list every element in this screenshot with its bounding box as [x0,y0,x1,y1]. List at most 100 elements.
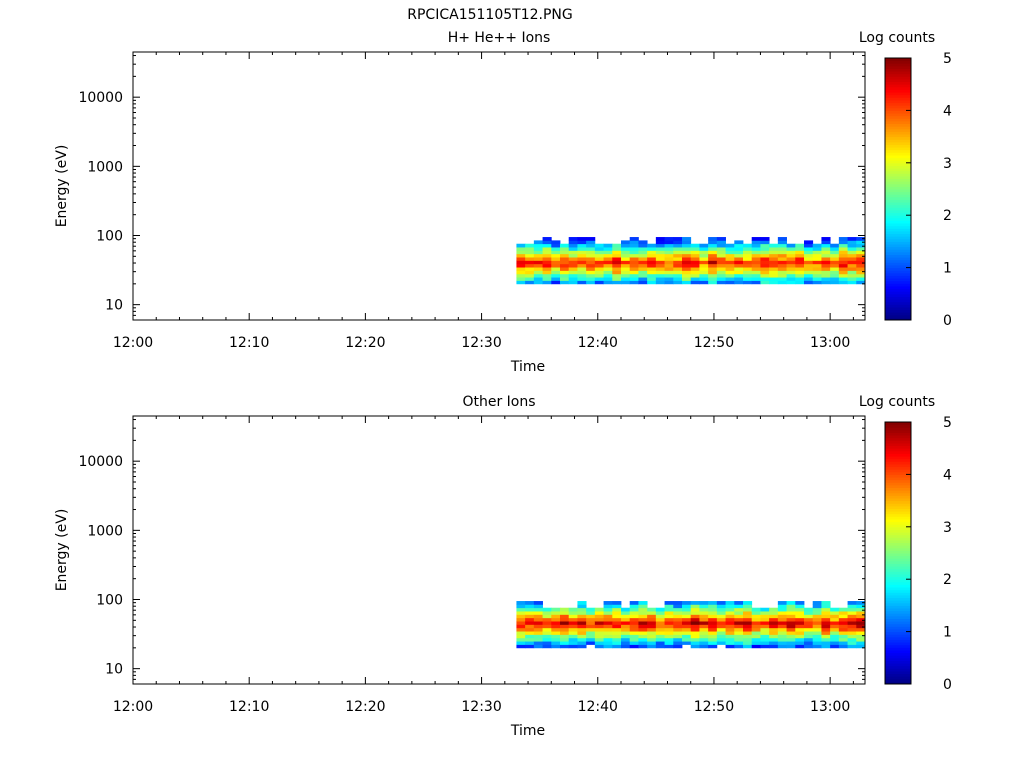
heatmap-cell [647,611,657,615]
heatmap-cell [838,240,848,245]
heatmap-cell [734,253,744,258]
heatmap-cell [699,243,709,248]
heatmap-cell [655,243,665,248]
heatmap-cell [804,267,814,271]
heatmap-cell [777,240,787,245]
heatmap-cell [743,253,753,258]
heatmap-cell [751,280,761,285]
heatmap-cell [830,270,840,275]
heatmap-cell [777,247,787,251]
heatmap-cell [804,270,814,275]
heatmap-cell [525,257,535,261]
heatmap-cell [516,270,526,275]
heatmap-cell [812,243,822,248]
heatmap-cell [647,270,657,275]
heatmap-cell [577,627,587,632]
heatmap-cell [856,260,866,265]
colorbar-swatch [885,152,911,156]
heatmap-cell [560,260,570,265]
colorbar-swatch [885,511,911,515]
heatmap-cell [699,601,709,605]
heatmap-cell [577,277,587,281]
heatmap-cell [542,277,552,281]
x-tick-label: 12:00 [113,335,153,351]
colorbar-swatch [885,542,911,546]
heatmap-cell [708,243,718,248]
heatmap-cell [760,250,770,255]
colorbar-swatch [885,157,911,161]
colorbar-swatch [885,73,911,77]
heatmap-cell [629,621,639,625]
heatmap-cell [786,611,796,615]
heatmap-cell [673,601,683,605]
colorbar-swatch [885,558,911,562]
heatmap-cell [673,267,683,271]
heatmap-cell [699,604,709,609]
heatmap-cell [786,280,796,285]
heatmap-cell [594,247,604,251]
heatmap-cell [830,253,840,258]
heatmap-cell [542,270,552,275]
heatmap-cell [821,624,831,629]
heatmap-cell [838,263,848,268]
colorbar-swatch [885,233,911,237]
colorbar-swatch [885,681,911,685]
heatmap-cell [568,644,578,649]
heatmap-cell [847,604,857,609]
heatmap-cell [603,601,613,605]
heatmap-cell [655,631,665,635]
heatmap-cell [533,253,543,258]
colorbar-swatch [885,102,911,106]
colorbar-swatch [885,587,911,591]
heatmap-cell [577,641,587,645]
colorbar-swatch [885,534,911,538]
heatmap-cell [525,263,535,268]
heatmap-cell [612,614,622,619]
heatmap-cell [830,624,840,629]
colorbar-swatch [885,657,911,661]
heatmap-cell [682,280,692,285]
colorbar-swatch [885,435,911,439]
heatmap-cell [812,280,822,285]
heatmap-cell [716,267,726,271]
heatmap-cell [629,270,639,275]
heatmap-cell [603,611,613,615]
y-tick-label: 1000 [87,159,123,175]
heatmap-cell [847,260,857,265]
heatmap-cell [804,644,814,649]
heatmap-cell [560,631,570,635]
heatmap-cell [821,257,831,261]
colorbar-swatch [885,312,911,316]
colorbar-swatch [885,453,911,457]
heatmap-cell [560,617,570,622]
heatmap-cell [769,634,779,639]
heatmap-cell [568,627,578,632]
heatmap-cell [629,257,639,261]
colorbar-swatch [885,639,911,643]
heatmap-cell [699,634,709,639]
heatmap-cell [629,273,639,278]
heatmap-cell [795,634,805,639]
heatmap-cell [777,627,787,632]
heatmap-cell [760,260,770,265]
colorbar-swatch [885,608,911,612]
heatmap-cell [795,257,805,261]
heatmap-cell [847,621,857,625]
heatmap-cell [830,611,840,615]
heatmap-cell [830,277,840,281]
heatmap-cell [725,247,735,251]
heatmap-cell [769,277,779,281]
heatmap-cell [673,247,683,251]
heatmap-cell [621,257,631,261]
colorbar-swatch [885,304,911,308]
heatmap-cell [647,273,657,278]
heatmap-cell [533,601,543,605]
heatmap-cell [804,614,814,619]
heatmap-cell [734,614,744,619]
heatmap-cell [638,243,648,248]
heatmap-cell [769,621,779,625]
colorbar-swatch [885,660,911,664]
heatmap-cell [577,280,587,285]
colorbar-frame [884,421,912,685]
heatmap-cell [673,604,683,609]
